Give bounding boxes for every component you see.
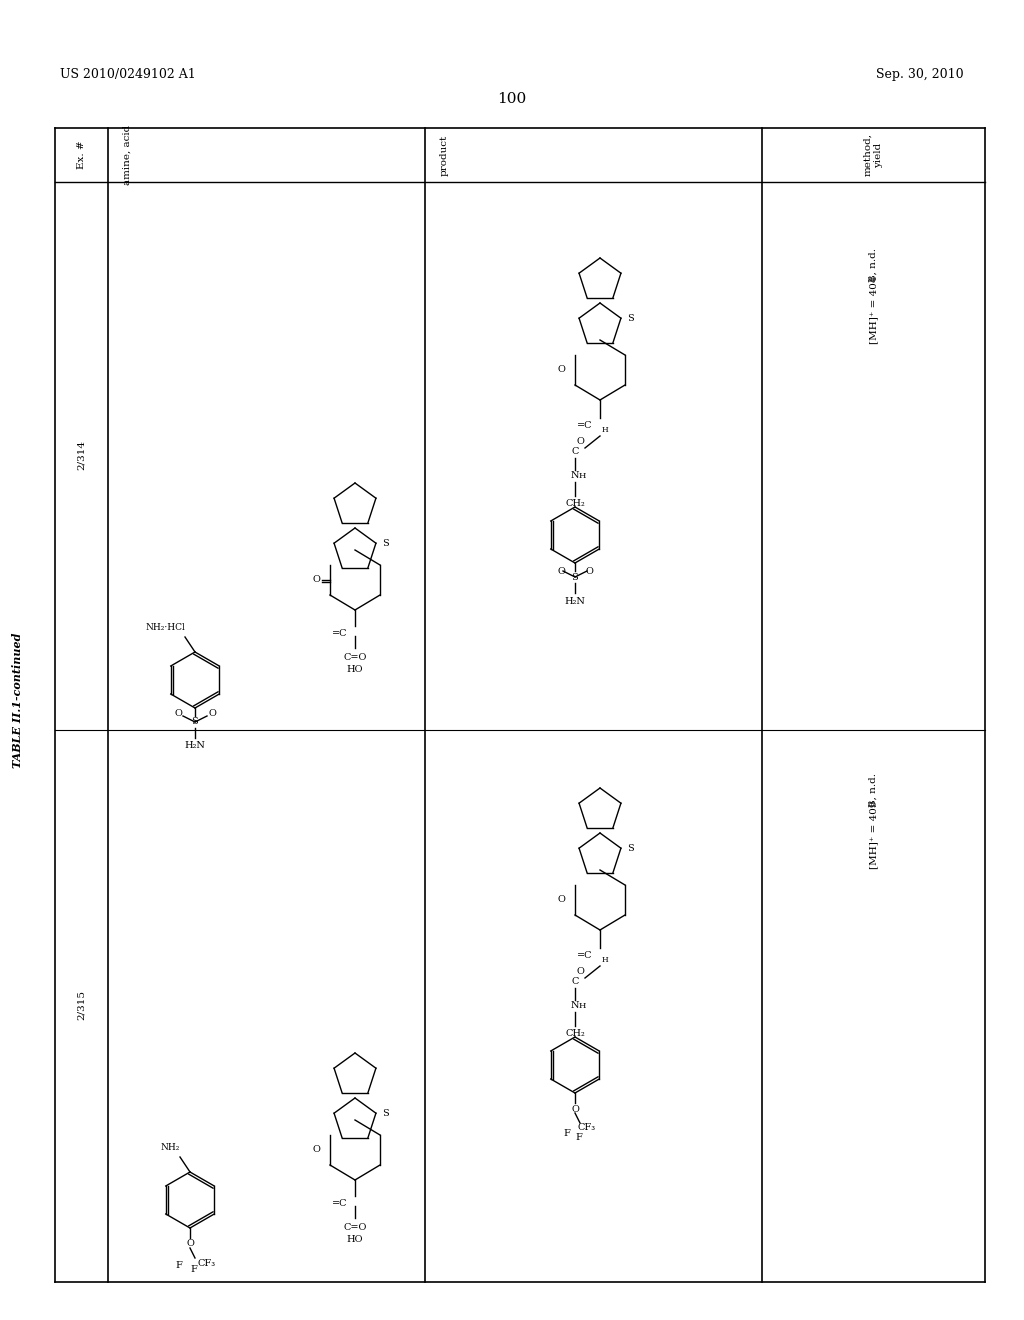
Text: F: F	[563, 1129, 570, 1138]
Text: O: O	[174, 710, 182, 718]
Text: B, n.d.: B, n.d.	[869, 248, 878, 282]
Text: C: C	[571, 447, 579, 457]
Text: O: O	[585, 566, 593, 576]
Text: CH₂: CH₂	[565, 1030, 585, 1039]
Text: TABLE II.1-continued: TABLE II.1-continued	[12, 632, 24, 768]
Text: [MH]⁺ = 409: [MH]⁺ = 409	[869, 801, 878, 870]
Text: CF₃: CF₃	[577, 1123, 595, 1133]
Text: O: O	[557, 566, 565, 576]
Text: O: O	[577, 968, 584, 977]
Text: 2/314: 2/314	[77, 440, 86, 470]
Text: CF₃: CF₃	[198, 1258, 216, 1267]
Text: S: S	[627, 314, 634, 322]
Text: 100: 100	[498, 92, 526, 106]
Text: B, n.d.: B, n.d.	[869, 774, 878, 807]
Text: O: O	[557, 366, 565, 375]
Text: HO: HO	[347, 665, 364, 675]
Text: amine, acid: amine, acid	[123, 125, 132, 185]
Text: H: H	[579, 473, 586, 480]
Text: O: O	[557, 895, 565, 904]
Text: NH₂·HCl: NH₂·HCl	[145, 623, 185, 632]
Text: O: O	[312, 1146, 319, 1155]
Text: C: C	[571, 978, 579, 986]
Text: S: S	[382, 1109, 389, 1118]
Text: =C: =C	[332, 1200, 347, 1209]
Text: F: F	[575, 1133, 583, 1142]
Text: C=O: C=O	[343, 1224, 367, 1233]
Text: S: S	[627, 843, 634, 853]
Text: Sep. 30, 2010: Sep. 30, 2010	[877, 69, 964, 81]
Text: O: O	[208, 710, 216, 718]
Text: =C: =C	[332, 630, 347, 639]
Text: N: N	[570, 1002, 580, 1011]
Text: S: S	[191, 718, 199, 726]
Text: H: H	[602, 956, 608, 964]
Text: F: F	[175, 1262, 182, 1270]
Text: F: F	[190, 1266, 198, 1275]
Text: US 2010/0249102 A1: US 2010/0249102 A1	[60, 69, 196, 81]
Text: O: O	[571, 1105, 579, 1114]
Text: [MH]⁺ = 404: [MH]⁺ = 404	[869, 276, 878, 345]
Text: CH₂: CH₂	[565, 499, 585, 508]
Text: method,
yield: method, yield	[864, 133, 883, 177]
Text: S: S	[382, 539, 389, 548]
Text: 2/315: 2/315	[77, 990, 86, 1020]
Text: NH₂: NH₂	[161, 1143, 180, 1152]
Text: =C: =C	[577, 952, 592, 961]
Text: H: H	[602, 426, 608, 434]
Text: H₂N: H₂N	[184, 742, 206, 751]
Text: HO: HO	[347, 1236, 364, 1245]
Text: C=O: C=O	[343, 653, 367, 663]
Text: O: O	[577, 437, 584, 446]
Text: Ex. #: Ex. #	[77, 141, 86, 169]
Text: =C: =C	[577, 421, 592, 430]
Text: S: S	[571, 573, 579, 582]
Text: N: N	[570, 471, 580, 480]
Text: H: H	[579, 1002, 586, 1010]
Text: O: O	[312, 576, 319, 585]
Text: O: O	[186, 1239, 194, 1249]
Text: H₂N: H₂N	[564, 597, 586, 606]
Text: product: product	[440, 135, 449, 176]
